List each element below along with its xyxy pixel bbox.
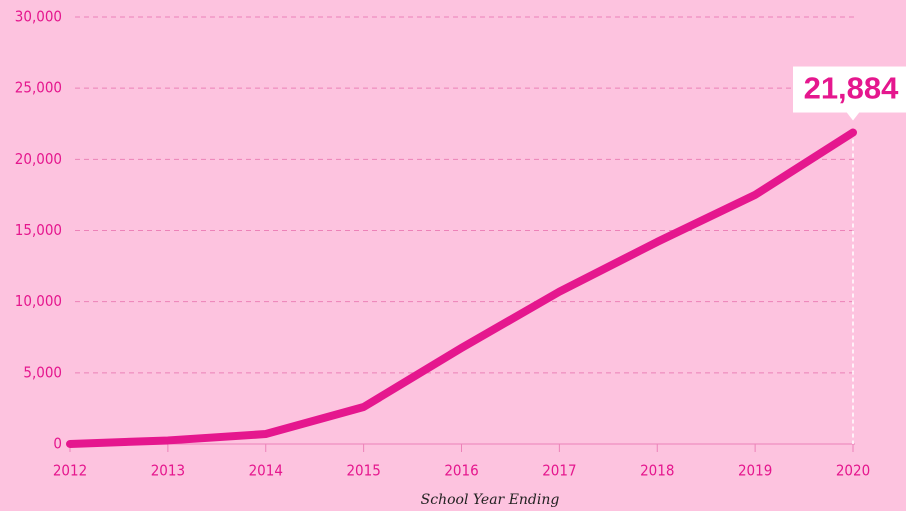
x-tick-label: 2015 (346, 462, 380, 480)
x-axis-label: School Year Ending (421, 492, 560, 508)
x-tick-label: 2017 (542, 462, 576, 480)
x-tick-label: 2016 (444, 462, 478, 480)
y-tick-label: 15,000 (15, 221, 62, 239)
x-tick-label: 2014 (249, 462, 283, 480)
x-tick-label: 2012 (53, 462, 87, 480)
value-label: 21,884 (804, 71, 900, 106)
y-tick-label: 25,000 (15, 79, 62, 97)
label-pointer (846, 111, 860, 121)
x-tick-label: 2019 (738, 462, 772, 480)
label-box (793, 66, 906, 113)
y-tick-label: 5,000 (23, 363, 62, 381)
y-tick-label: 20,000 (15, 150, 62, 168)
x-tick-label: 2018 (640, 462, 674, 480)
y-tick-label: 0 (53, 435, 62, 453)
y-tick-label: 30,000 (15, 8, 62, 26)
x-tick-label: 2013 (151, 462, 185, 480)
y-tick-label: 10,000 (15, 292, 62, 310)
line (66, 128, 857, 448)
x-tick-label: 2020 (836, 462, 870, 480)
